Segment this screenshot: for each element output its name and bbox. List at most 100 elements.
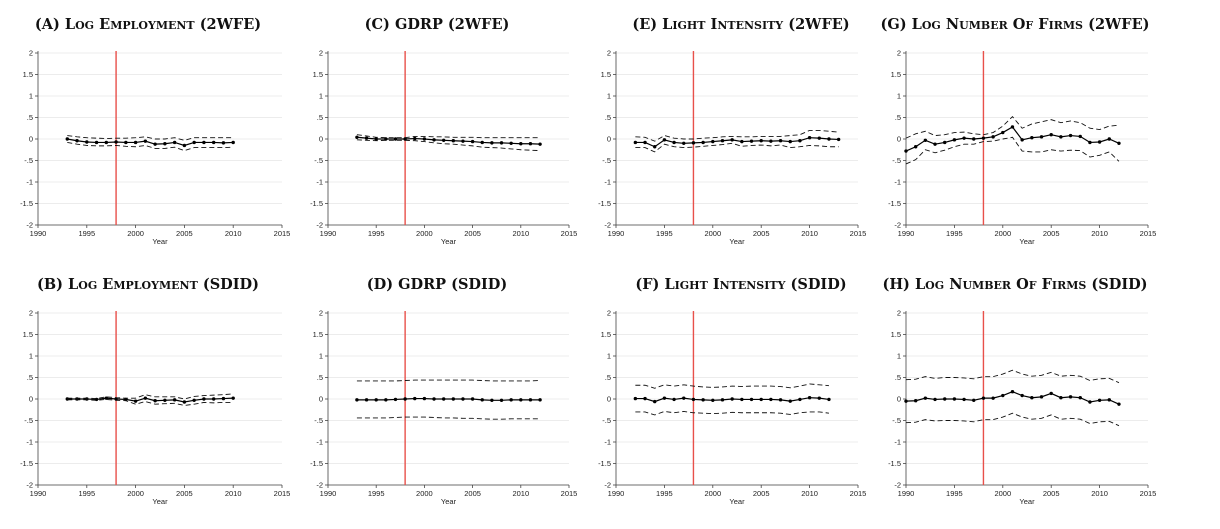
estimate-point xyxy=(769,397,773,402)
estimate-point xyxy=(432,397,436,401)
estimate-point xyxy=(528,142,533,146)
estimate-point xyxy=(643,396,647,401)
y-tick-label: 1 xyxy=(607,92,611,101)
x-tick-label: 1995 xyxy=(946,489,963,498)
y-tick-label: -1 xyxy=(604,438,611,447)
panel-d: -2 -1.5 -1 -.5 0 .5 1 1.5 2 1990 1995 2000 2005 2010 2… xyxy=(310,309,577,506)
ci-upper-line xyxy=(356,379,541,382)
estimate-point xyxy=(490,141,494,145)
estimate-point xyxy=(711,139,715,144)
panel-letter: (G) xyxy=(880,16,911,33)
estimate-point xyxy=(143,139,148,143)
x-tick-label: 2015 xyxy=(274,489,291,498)
y-tick-label: -1 xyxy=(894,438,901,447)
y-tick-label: 0 xyxy=(897,135,901,144)
estimate-point xyxy=(643,140,647,145)
y-tick-label: 1.5 xyxy=(891,70,901,79)
estimate-point xyxy=(480,140,484,145)
estimate-point xyxy=(653,399,657,404)
x-tick-label: 1990 xyxy=(30,229,47,238)
estimate-point xyxy=(231,396,235,400)
y-tick-label: 1 xyxy=(29,352,33,361)
estimate-point xyxy=(1020,393,1024,398)
estimate-point xyxy=(509,141,513,145)
y-tick-label: -2 xyxy=(894,221,901,230)
y-tick-label: -.5 xyxy=(24,416,33,425)
estimate-point xyxy=(1107,398,1111,402)
estimate-point xyxy=(1078,396,1082,400)
estimate-point xyxy=(1020,138,1024,142)
ci-upper-line xyxy=(356,134,541,139)
estimate-point xyxy=(972,398,976,402)
estimate-point xyxy=(1059,135,1063,139)
estimate-point xyxy=(114,140,118,144)
estimate-point xyxy=(682,396,686,400)
estimate-point xyxy=(701,140,705,145)
estimate-point xyxy=(769,139,773,143)
estimate-point xyxy=(1059,396,1063,400)
x-tick-label: 2010 xyxy=(1091,489,1108,498)
estimate-point xyxy=(827,397,831,402)
estimate-point xyxy=(962,136,966,140)
y-tick-label: 2 xyxy=(29,309,33,318)
x-tick-label: 2015 xyxy=(850,489,867,498)
x-tick-label: 2010 xyxy=(225,489,242,498)
y-tick-label: 1.5 xyxy=(23,70,33,79)
panel-letter: (A) xyxy=(35,16,65,33)
panel-title-text: LIGHT INTENSITY (2WFE) xyxy=(662,16,850,33)
x-tick-label: 2015 xyxy=(274,229,291,238)
y-tick-label: 2 xyxy=(607,49,611,58)
estimate-point xyxy=(1001,393,1005,398)
y-tick-label: 0 xyxy=(319,395,323,404)
y-tick-label: 2 xyxy=(29,49,33,58)
estimate-point xyxy=(470,397,475,401)
estimate-point xyxy=(904,399,908,403)
y-tick-label: -1.5 xyxy=(888,199,901,208)
estimate-point xyxy=(1107,137,1111,141)
x-axis-label: Year xyxy=(729,237,745,246)
estimate-point xyxy=(153,142,157,146)
estimate-point xyxy=(923,396,928,400)
estimate-point xyxy=(730,397,734,401)
y-tick-label: -1.5 xyxy=(310,459,323,468)
panel-letter: (H) xyxy=(882,276,914,293)
estimate-point xyxy=(221,396,226,401)
estimate-point xyxy=(182,143,187,148)
estimate-point xyxy=(798,397,802,402)
x-tick-label: 2000 xyxy=(994,229,1011,238)
estimate-point xyxy=(817,396,821,400)
estimate-point xyxy=(192,398,196,402)
y-tick-label: 1 xyxy=(29,92,33,101)
x-tick-label: 2000 xyxy=(416,229,433,238)
estimate-point xyxy=(519,142,523,146)
y-tick-label: .5 xyxy=(895,373,901,382)
x-tick-label: 2000 xyxy=(994,489,1011,498)
x-tick-label: 1990 xyxy=(898,229,915,238)
estimate-point xyxy=(923,138,928,142)
panel-f: -2 -1.5 -1 -.5 0 .5 1 1.5 2 1990 1995 2000 2005 2010 2… xyxy=(598,309,866,506)
y-tick-label: 1.5 xyxy=(313,70,323,79)
panel-title: (E) LIGHT INTENSITY (2WFE) xyxy=(632,16,849,33)
y-tick-label: -.5 xyxy=(892,156,901,165)
y-tick-label: -.5 xyxy=(892,416,901,425)
x-tick-label: 2015 xyxy=(561,229,578,238)
y-tick-label: 0 xyxy=(607,395,611,404)
x-tick-label: 1995 xyxy=(946,229,963,238)
x-tick-label: 1995 xyxy=(656,489,673,498)
estimate-point xyxy=(682,141,686,145)
x-axis-label: Year xyxy=(441,497,457,506)
panel-title: (B) LOG EMPLOYMENT (SDID) xyxy=(37,276,259,293)
estimate-point xyxy=(451,139,456,143)
estimate-point xyxy=(202,397,206,401)
y-tick-label: -.5 xyxy=(602,416,611,425)
y-tick-label: 0 xyxy=(319,135,323,144)
y-tick-label: 2 xyxy=(319,309,323,318)
estimate-point xyxy=(499,141,504,145)
x-tick-label: 2010 xyxy=(801,489,818,498)
y-tick-label: -1 xyxy=(26,438,33,447)
panel-letter: (D) xyxy=(367,276,398,293)
estimate-point xyxy=(740,139,744,144)
x-axis-label: Year xyxy=(152,237,168,246)
estimate-point xyxy=(124,140,128,145)
estimate-point xyxy=(720,139,725,143)
